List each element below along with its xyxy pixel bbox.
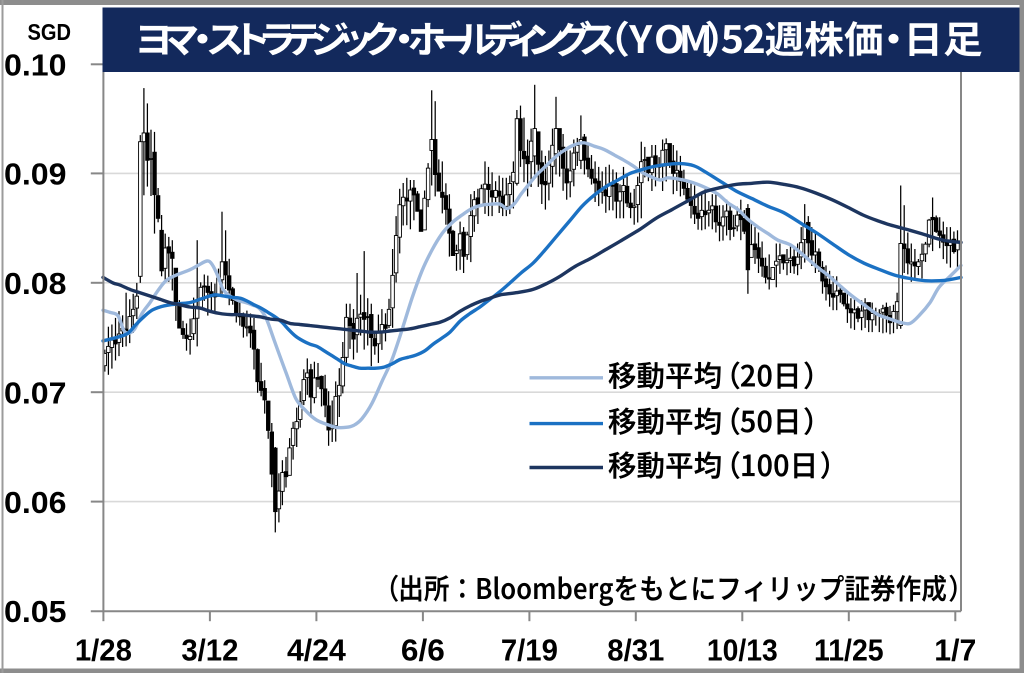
svg-text:1/7: 1/7 — [934, 632, 976, 667]
svg-text:0.09: 0.09 — [4, 157, 67, 192]
svg-text:0.05: 0.05 — [4, 594, 67, 629]
svg-text:4/24: 4/24 — [287, 632, 347, 667]
svg-text:6/6: 6/6 — [401, 632, 445, 667]
svg-text:1/28: 1/28 — [75, 632, 132, 667]
svg-text:7/19: 7/19 — [501, 632, 558, 667]
svg-text:8/31: 8/31 — [607, 632, 664, 667]
svg-text:10/13: 10/13 — [707, 632, 778, 667]
svg-text:3/12: 3/12 — [181, 632, 238, 667]
svg-text:0.08: 0.08 — [4, 266, 67, 301]
svg-text:11/25: 11/25 — [814, 632, 884, 667]
svg-text:0.10: 0.10 — [4, 48, 67, 83]
svg-text:SGD: SGD — [28, 19, 72, 45]
svg-text:0.06: 0.06 — [4, 485, 67, 520]
svg-text:0.07: 0.07 — [4, 376, 67, 411]
